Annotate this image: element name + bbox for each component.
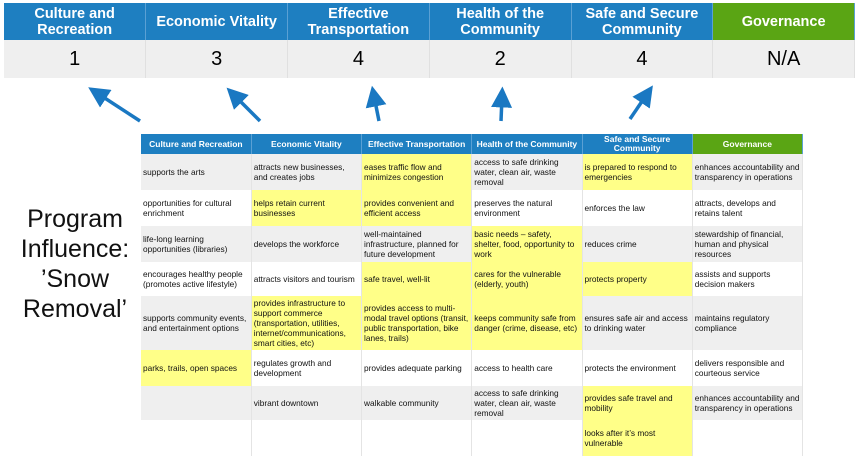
matrix-cell: helps retain current businesses bbox=[251, 190, 363, 226]
matrix-cell: regulates growth and development bbox=[251, 350, 363, 386]
matrix-cell bbox=[361, 420, 473, 456]
arrow-icon bbox=[88, 87, 141, 123]
matrix-cell: access to health care bbox=[471, 350, 583, 386]
matrix-cell: vibrant downtown bbox=[251, 386, 363, 420]
matrix-cell: opportunities for cultural enrichment bbox=[141, 190, 252, 226]
matrix-cell bbox=[141, 420, 252, 456]
matrix-cell: keeps community safe from danger (crime,… bbox=[471, 296, 583, 350]
matrix-cell: provides access to multi-modal travel op… bbox=[361, 296, 473, 350]
matrix-cell: develops the workforce bbox=[251, 226, 363, 262]
matrix-cell: safe travel, well-lit bbox=[361, 262, 473, 296]
matrix-cell: attracts new businesses, and creates job… bbox=[251, 154, 363, 190]
matrix-cell bbox=[141, 386, 252, 420]
category-header: Effective Transportation bbox=[287, 3, 430, 40]
matrix-cell: supports community events, and entertain… bbox=[141, 296, 252, 350]
arrow-icon bbox=[491, 86, 513, 122]
matrix-cell: encourages healthy people (promotes acti… bbox=[141, 262, 252, 296]
table-row: opportunities for cultural enrichment hel… bbox=[141, 190, 804, 226]
matrix-cell: enhances accountability and transparency… bbox=[692, 386, 804, 420]
matrix-cell: access to safe drinking water, clean air… bbox=[471, 386, 583, 420]
matrix-cell: delivers responsible and courteous servi… bbox=[692, 350, 804, 386]
matrix-cell: is prepared to respond to emergencies bbox=[582, 154, 693, 190]
category-header: Safe and Secure Community bbox=[571, 3, 714, 40]
matrix-cell: enhances accountability and transparency… bbox=[692, 154, 804, 190]
table-row: looks after it’s most vulnerable bbox=[141, 420, 804, 456]
matrix-cell bbox=[251, 420, 363, 456]
matrix-cell bbox=[692, 420, 804, 456]
category-header: Health of the Community bbox=[429, 3, 572, 40]
matrix-cell: cares for the vulnerable (elderly, youth… bbox=[471, 262, 583, 296]
category-header: Economic Vitality bbox=[145, 3, 288, 40]
matrix-cell: eases traffic flow and minimizes congest… bbox=[361, 154, 473, 190]
matrix-cell: protects property bbox=[582, 262, 693, 296]
matrix-cell: basic needs – safety, shelter, food, opp… bbox=[471, 226, 583, 262]
matrix-cell: well-maintained infrastructure, planned … bbox=[361, 226, 473, 262]
category-score: 3 bbox=[145, 40, 288, 78]
matrix-cell: ensures safe air and access to drinking … bbox=[582, 296, 693, 350]
matrix-column-header: Health of the Community bbox=[471, 134, 583, 154]
category-header: Governance bbox=[712, 3, 855, 40]
matrix-cell: provides convenient and efficient access bbox=[361, 190, 473, 226]
category-score: 4 bbox=[287, 40, 430, 78]
matrix-column-header: Economic Vitality bbox=[251, 134, 363, 154]
table-row: supports the arts attracts new businesses… bbox=[141, 154, 804, 190]
matrix-cell: walkable community bbox=[361, 386, 473, 420]
category-header: Culture and Recreation bbox=[4, 3, 147, 40]
matrix-column-header: Safe and Secure Community bbox=[582, 134, 693, 154]
matrix-column-header: Effective Transportation bbox=[361, 134, 473, 154]
matrix-cell: stewardship of financial, human and phys… bbox=[692, 226, 804, 262]
program-influence-label: Program Influence: ’Snow Removal’ bbox=[20, 205, 130, 323]
matrix-cell: parks, trails, open spaces bbox=[141, 350, 252, 386]
table-row: parks, trails, open spaces regulates grow… bbox=[141, 350, 804, 386]
score-summary-table: Culture and Recreation Economic Vitality E… bbox=[4, 3, 855, 78]
matrix-column-header: Governance bbox=[692, 134, 804, 154]
influence-matrix-table: Culture and Recreation Economic Vitality E… bbox=[141, 134, 804, 456]
table-row: supports community events, and entertain… bbox=[141, 296, 804, 350]
matrix-cell: provides adequate parking bbox=[361, 350, 473, 386]
matrix-cell: supports the arts bbox=[141, 154, 252, 190]
category-score: 4 bbox=[571, 40, 714, 78]
matrix-cell: access to safe drinking water, clean air… bbox=[471, 154, 583, 190]
arrow-icon bbox=[628, 85, 653, 120]
matrix-cell bbox=[471, 420, 583, 456]
table-row: encourages healthy people (promotes acti… bbox=[141, 262, 804, 296]
matrix-cell: life-long learning opportunities (librar… bbox=[141, 226, 252, 262]
arrow-icon bbox=[365, 85, 387, 122]
matrix-cell: enforces the law bbox=[582, 190, 693, 226]
matrix-cell: provides infrastructure to support comme… bbox=[251, 296, 363, 350]
matrix-cell: assists and supports decision makers bbox=[692, 262, 804, 296]
matrix-cell: reduces crime bbox=[582, 226, 693, 262]
matrix-cell: preserves the natural environment bbox=[471, 190, 583, 226]
table-row: life-long learning opportunities (librar… bbox=[141, 226, 804, 262]
category-score: N/A bbox=[712, 40, 855, 78]
matrix-cell: attracts, develops and retains talent bbox=[692, 190, 804, 226]
matrix-cell: maintains regulatory compliance bbox=[692, 296, 804, 350]
matrix-column-header: Culture and Recreation bbox=[141, 134, 252, 154]
matrix-cell: protects the environment bbox=[582, 350, 693, 386]
matrix-cell: provides safe travel and mobility bbox=[582, 386, 693, 420]
category-score: 1 bbox=[4, 40, 147, 78]
arrow-icon bbox=[226, 87, 262, 123]
category-score: 2 bbox=[429, 40, 572, 78]
matrix-cell: looks after it’s most vulnerable bbox=[582, 420, 693, 456]
table-row: vibrant downtown walkable community access… bbox=[141, 386, 804, 420]
matrix-cell: attracts visitors and tourism bbox=[251, 262, 363, 296]
